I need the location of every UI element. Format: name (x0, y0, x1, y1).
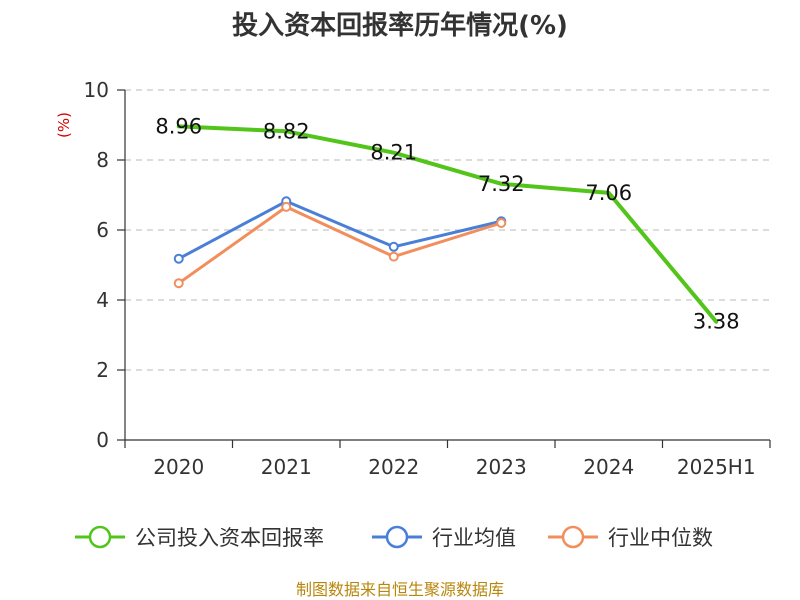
legend-label: 行业中位数 (608, 526, 713, 550)
legend-marker-icon (88, 525, 112, 549)
y-tick-label: 0 (96, 428, 109, 452)
y-tick-label: 4 (96, 288, 109, 312)
chart-title: 投入资本回报率历年情况(%) (232, 10, 568, 41)
x-tick-label: 2023 (476, 455, 527, 479)
data-label: 7.06 (585, 181, 632, 205)
data-label: 3.38 (693, 310, 740, 334)
legend-marker-icon (561, 525, 585, 549)
legend-marker-icon (385, 525, 409, 549)
data-label: 8.21 (370, 141, 417, 165)
data-point (173, 253, 184, 264)
x-tick-label: 2020 (153, 455, 204, 479)
data-point (281, 201, 292, 212)
grid-lines (125, 89, 770, 371)
axes: 0 2 4 6 8 10 2020 2021 2022 2023 2024 2025H1 (84, 78, 771, 479)
data-label: 7.32 (478, 172, 525, 196)
legend-label: 行业均值 (432, 526, 516, 550)
y-tick-label: 8 (96, 148, 109, 172)
data-point (173, 278, 184, 289)
y-axis-unit-label: (%) (55, 112, 73, 138)
y-tick-label: 2 (96, 358, 109, 382)
legend-label: 公司投入资本回报率 (135, 526, 324, 550)
x-tick-label: 2024 (583, 455, 634, 479)
data-label: 8.82 (263, 119, 310, 143)
series-line (177, 199, 503, 261)
legend-item: 公司投入资本回报率 (75, 525, 324, 550)
series-layer (173, 124, 719, 324)
series-line (177, 205, 503, 285)
legend-item: 行业均值 (372, 525, 516, 550)
y-tick-label: 10 (84, 78, 109, 102)
series-0 (176, 124, 719, 324)
source-note: 制图数据来自恒生聚源数据库 (296, 580, 504, 599)
x-tick-label: 2022 (368, 455, 419, 479)
data-point (388, 241, 399, 252)
data-point (496, 218, 507, 228)
data-labels: 8.96 8.82 8.21 7.32 7.06 3.38 (155, 114, 739, 333)
series-line (176, 124, 719, 324)
x-tick-label: 2021 (261, 455, 312, 479)
legend-item: 行业中位数 (548, 525, 713, 550)
series-2 (173, 201, 507, 289)
data-label: 8.96 (155, 114, 202, 138)
y-tick-label: 6 (96, 218, 109, 242)
legend: 公司投入资本回报率 行业均值 行业中位数 (75, 525, 713, 550)
data-point (388, 251, 399, 262)
x-tick-label: 2025H1 (677, 455, 756, 479)
